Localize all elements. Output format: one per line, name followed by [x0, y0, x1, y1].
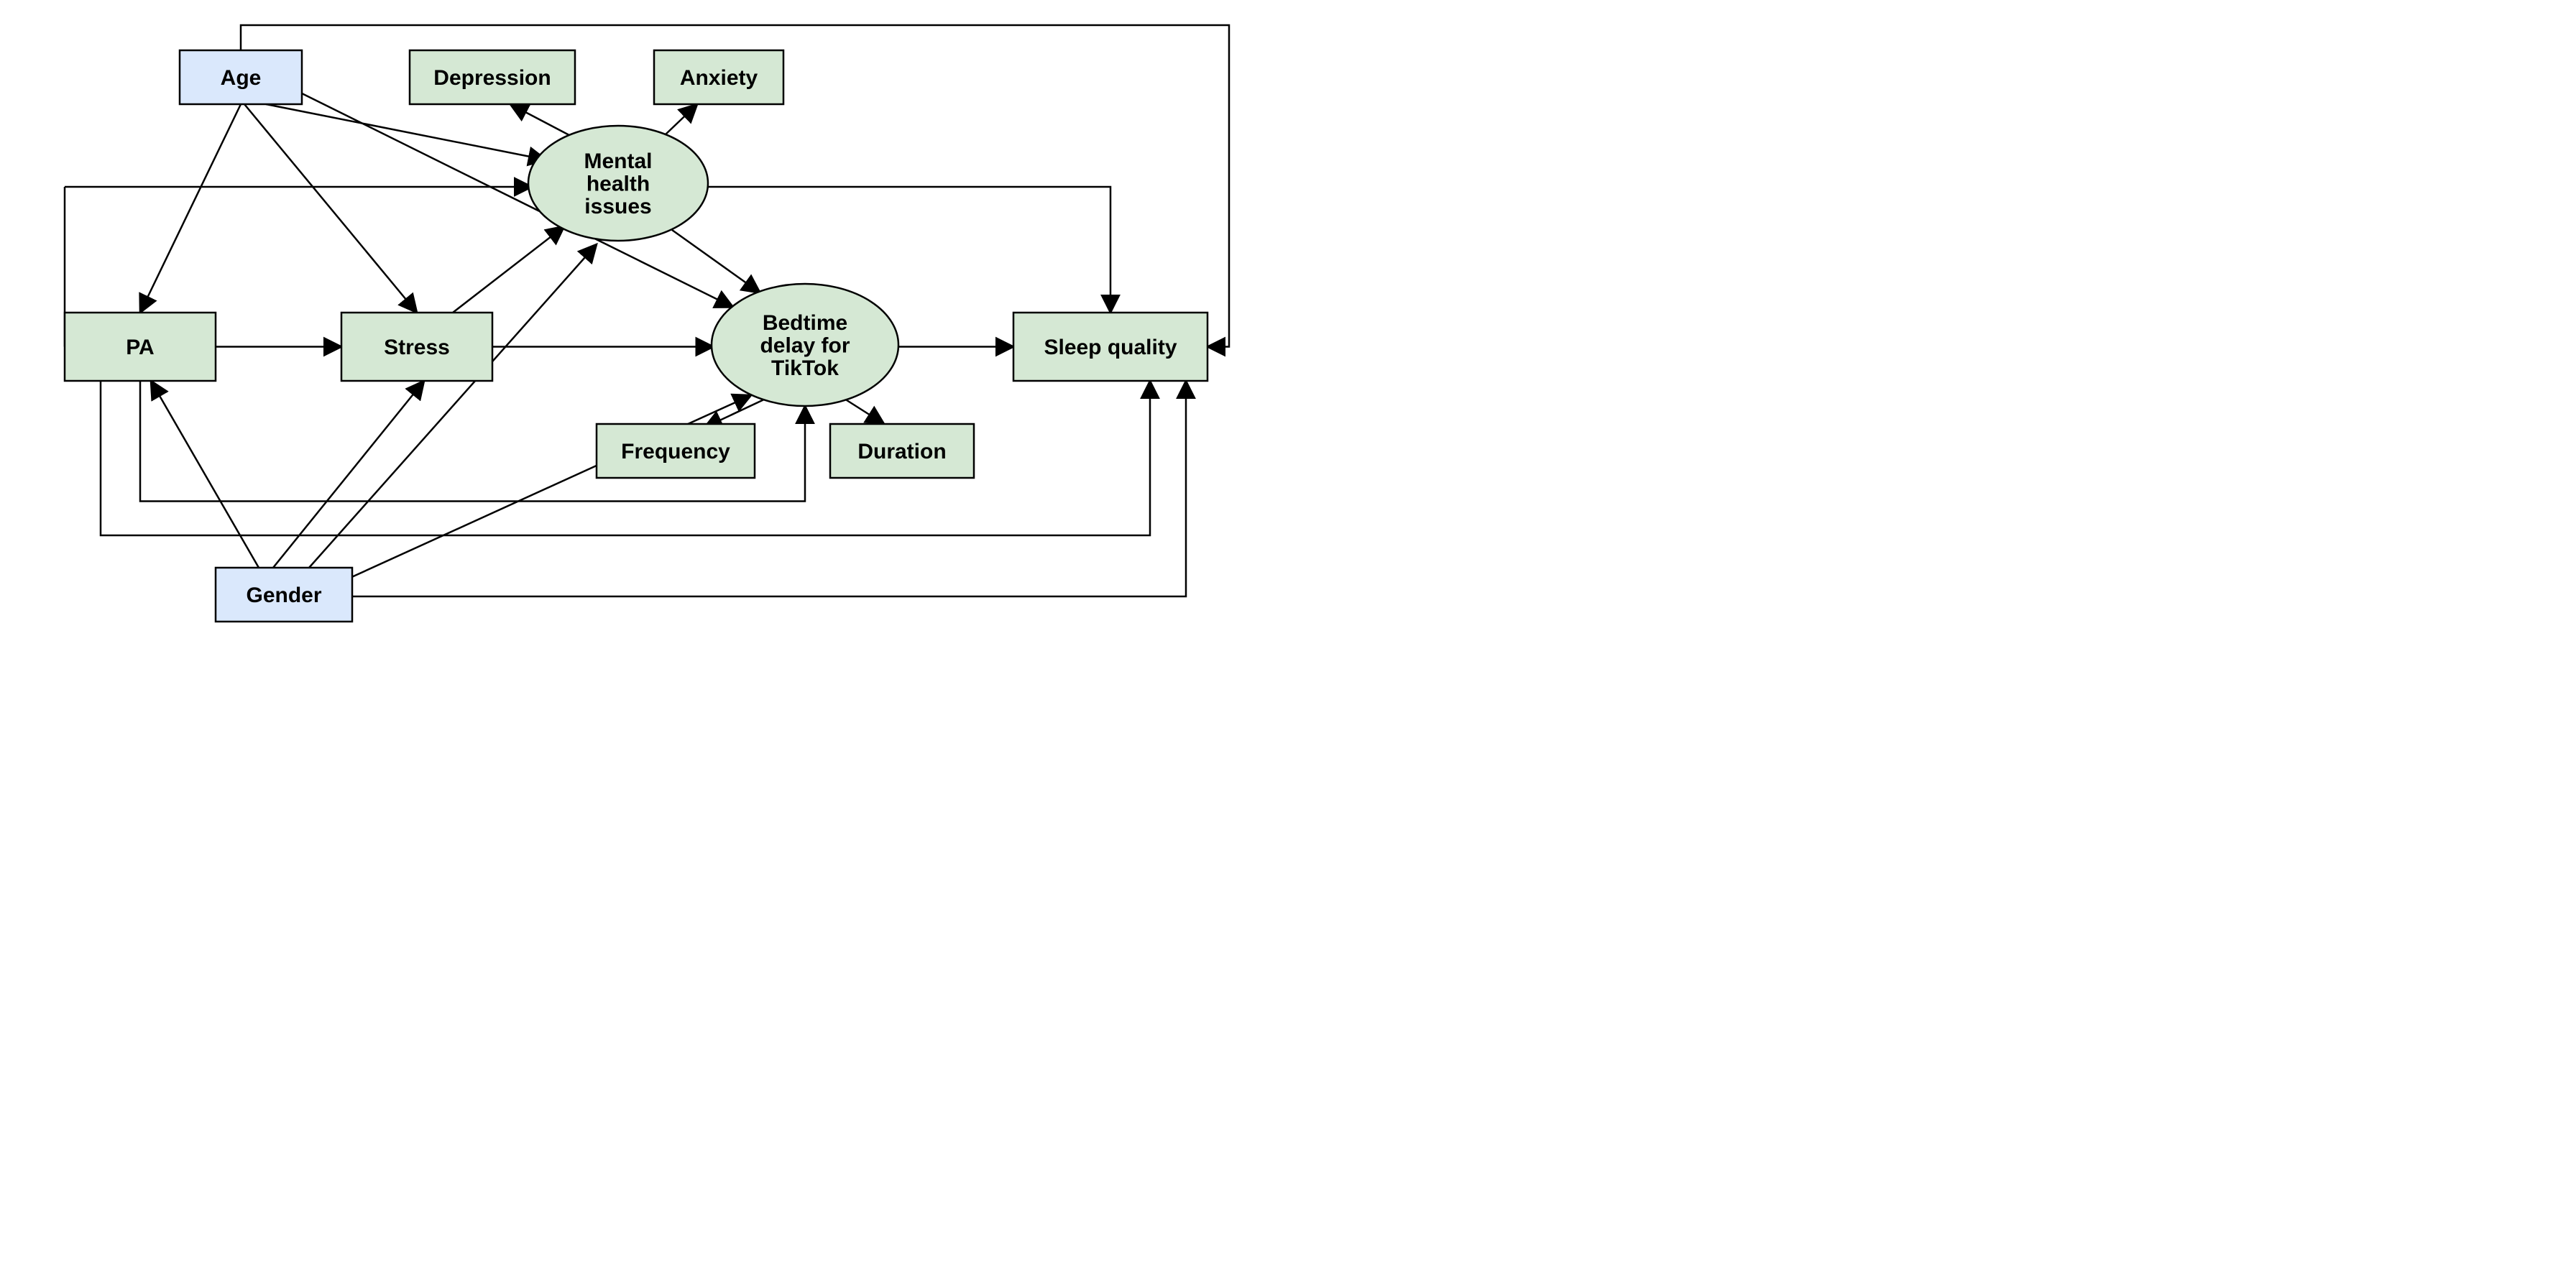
- diagram-container: Age Depression Anxiety PA Stress Sleep qualit…: [0, 0, 2576, 644]
- node-gender-label: Gender: [246, 583, 321, 607]
- node-duration-label: Duration: [857, 440, 946, 463]
- node-stress: Stress: [341, 313, 492, 381]
- node-bedtime: Bedtimedelay forTikTok: [712, 284, 898, 406]
- node-duration: Duration: [830, 424, 974, 478]
- node-mental-label: Mentalhealthissues: [584, 149, 652, 218]
- node-age-label: Age: [221, 66, 262, 90]
- node-depression: Depression: [410, 50, 575, 104]
- node-anxiety-label: Anxiety: [680, 66, 758, 90]
- node-age: Age: [180, 50, 302, 104]
- node-sleep: Sleep quality: [1013, 313, 1208, 381]
- node-frequency: Frequency: [597, 424, 755, 478]
- node-anxiety: Anxiety: [654, 50, 783, 104]
- node-mental: Mentalhealthissues: [528, 126, 708, 241]
- node-pa-label: PA: [126, 336, 154, 359]
- node-depression-label: Depression: [433, 66, 551, 90]
- node-frequency-label: Frequency: [621, 440, 730, 463]
- structural-diagram: Age Depression Anxiety PA Stress Sleep qualit…: [0, 0, 1288, 644]
- node-stress-label: Stress: [384, 336, 450, 359]
- node-sleep-label: Sleep quality: [1044, 336, 1177, 359]
- node-gender: Gender: [216, 568, 352, 622]
- node-bedtime-label: Bedtimedelay forTikTok: [760, 311, 850, 380]
- node-pa: PA: [65, 313, 216, 381]
